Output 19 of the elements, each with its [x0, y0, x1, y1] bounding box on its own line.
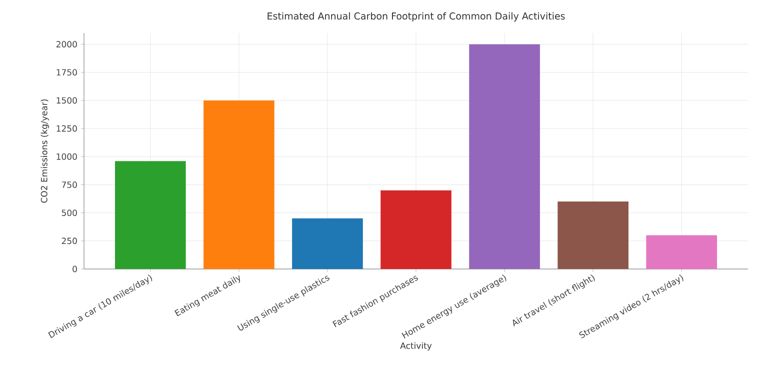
y-tick-label: 250 — [62, 238, 77, 244]
y-tick-label: 1250 — [56, 125, 77, 132]
x-axis-title: Activity — [400, 342, 432, 351]
bar — [646, 235, 718, 269]
y-tick-label: 0 — [72, 266, 77, 272]
y-tick-label: 1000 — [56, 153, 77, 160]
y-tick-label: 1750 — [56, 69, 77, 76]
bar — [380, 190, 452, 269]
bar — [114, 161, 186, 269]
chart-title: Estimated Annual Carbon Footprint of Common Daily Activities — [268, 12, 565, 22]
y-tick-label: 750 — [62, 181, 77, 188]
y-axis-title: CO2 Emissions (kg/year) — [40, 99, 49, 203]
bar — [204, 100, 274, 269]
bar — [292, 218, 363, 269]
bar — [558, 202, 628, 269]
y-tick-label: 500 — [62, 210, 77, 216]
y-tick-label: 1500 — [56, 97, 77, 104]
y-tick-label: 2000 — [56, 41, 77, 48]
bar — [469, 44, 540, 269]
